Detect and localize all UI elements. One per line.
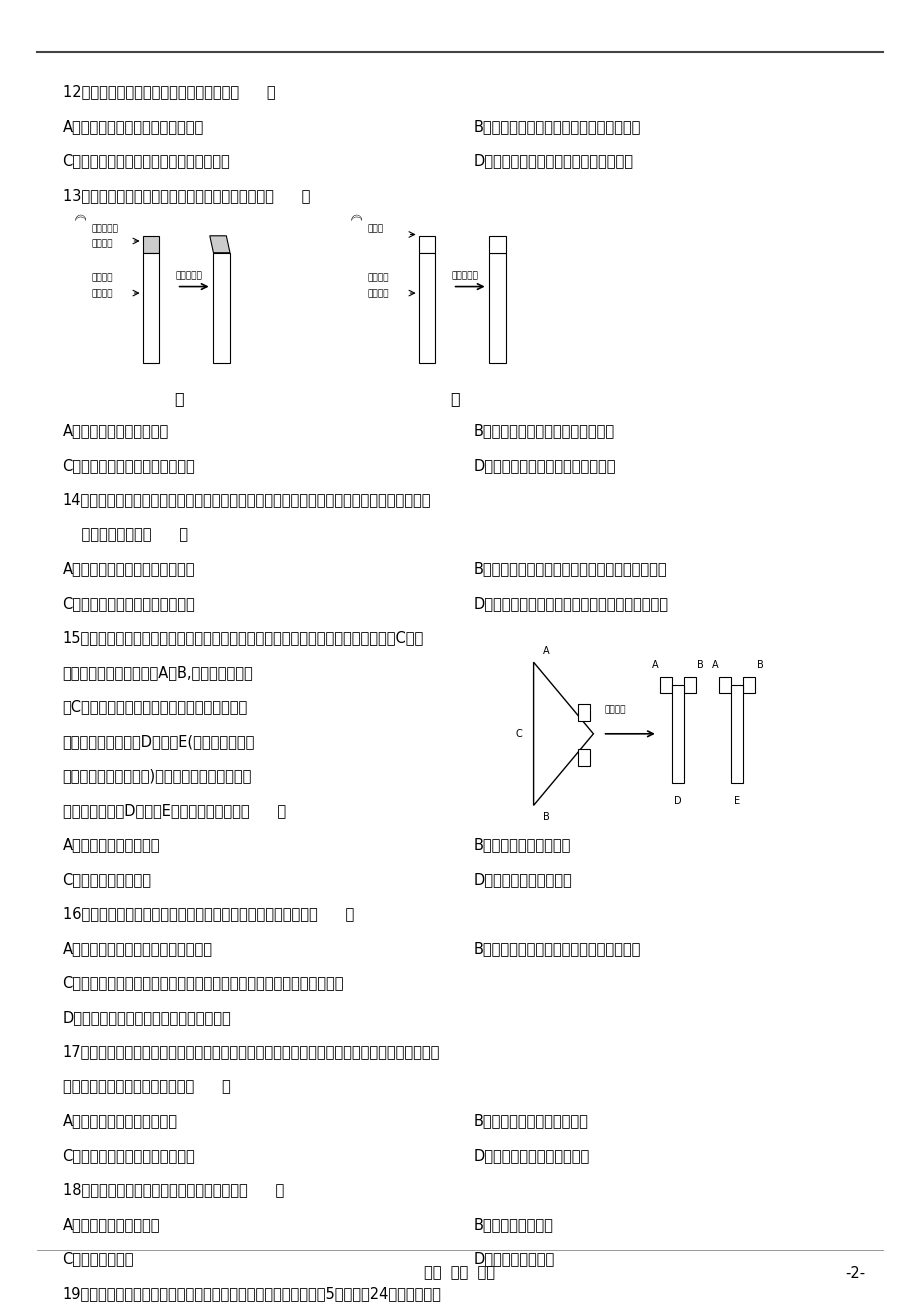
Bar (659, 677, 671, 694)
Text: B．低浓度的生长素类似物可抑制花和果实的发育: B．低浓度的生长素类似物可抑制花和果实的发育 (473, 561, 666, 577)
Text: 小时后，胚芽鞘D、胚根E的生长方向分别为（      ）: 小时后，胚芽鞘D、胚根E的生长方向分别为（ ） (62, 803, 286, 818)
Text: A．根向下生长，茎向上生长: A．根向下生长，茎向上生长 (62, 1113, 177, 1129)
Text: ☽: ☽ (71, 208, 85, 221)
Text: D．向右弯曲，向右弯曲: D．向右弯曲，向右弯曲 (473, 872, 572, 887)
Text: A．生长素能促进植物生长: A．生长素能促进植物生长 (62, 423, 168, 439)
Text: D．成熟细胞比幼娩细胞对生长素更为敏感: D．成熟细胞比幼娩细胞对生长素更为敏感 (62, 1010, 231, 1025)
Text: A．生长素类似物可抑制传粉受精: A．生长素类似物可抑制传粉受精 (62, 561, 195, 577)
Text: A: A (542, 646, 549, 656)
Text: A．向左弯曲，向右弯曲: A．向左弯曲，向右弯曲 (62, 837, 160, 853)
Text: 其原理最可能是（      ）: 其原理最可能是（ ） (62, 527, 187, 542)
Text: C．生长素只能由顶端向下端运输: C．生长素只能由顶端向下端运输 (62, 458, 195, 473)
Text: E: E (733, 796, 740, 806)
Text: 用心  爱心  专心: 用心 爱心 专心 (424, 1266, 495, 1281)
Text: -2-: -2- (845, 1266, 865, 1281)
Text: 端C的切面上。几小时后，将琻脂块取份别放在: 端C的切面上。几小时后，将琻脂块取份别放在 (62, 699, 247, 715)
Bar (142, 253, 159, 363)
Text: B．单侧光照引起生长素分布不均匀: B．单侧光照引起生长素分布不均匀 (473, 423, 614, 439)
Text: 富含生长素: 富含生长素 (92, 224, 119, 233)
Text: C．是否微量高效: C．是否微量高效 (62, 1251, 134, 1267)
Text: ☽: ☽ (346, 208, 361, 221)
Text: A．可利用生长素类似物防止落花落果: A．可利用生长素类似物防止落花落果 (62, 941, 212, 956)
Text: 17．飞行于太空中的宇宙飞船里（微重力条件），在黑暗环境中放置一株水平方向生长的幼苗，: 17．飞行于太空中的宇宙飞船里（微重力条件），在黑暗环境中放置一株水平方向生长的… (62, 1044, 439, 1060)
Text: C．不弯曲，向左弯曲: C．不弯曲，向左弯曲 (62, 872, 152, 887)
Text: D．茎尖的感光部位的感光能力发生改变: D．茎尖的感光部位的感光能力发生改变 (473, 154, 633, 169)
Text: C: C (515, 729, 521, 738)
Bar (683, 677, 695, 694)
Text: B．顶端优势能夠说明生长素作用的两重性: B．顶端优势能夠说明生长素作用的两重性 (473, 941, 641, 956)
Bar (577, 704, 589, 721)
Text: 15．用燕麦幼苗作实验材料，在黑暗环境中进行以下实验：将被切下来的胚芽鞘顶端C水平: 15．用燕麦幼苗作实验材料，在黑暗环境中进行以下实验：将被切下来的胚芽鞘顶端C水… (62, 630, 424, 646)
Text: B．是否具有特异性: B．是否具有特异性 (473, 1217, 553, 1232)
Bar (577, 750, 589, 767)
Text: 一段时间后: 一段时间后 (451, 271, 478, 280)
Bar (743, 677, 754, 694)
Text: A．有无特定的分泌腺体: A．有无特定的分泌腺体 (62, 1217, 160, 1232)
Bar (213, 253, 230, 363)
Bar (418, 236, 435, 253)
Text: 13．根据下图所示的实验，可以直接得出的结论是（      ）: 13．根据下图所示的实验，可以直接得出的结论是（ ） (62, 187, 310, 203)
Polygon shape (210, 236, 230, 253)
Text: 培养若干天后，根茎生长方向是（      ）: 培养若干天后，根茎生长方向是（ ） (62, 1079, 230, 1094)
Text: A: A (711, 660, 718, 671)
Text: B: B (756, 660, 763, 671)
Text: D．感受光刺激的部位是胚芽鞘尖端: D．感受光刺激的部位是胚芽鞘尖端 (473, 458, 616, 473)
Text: 12．植物向光性的形成，是由于单侧光使（      ）: 12．植物向光性的形成，是由于单侧光使（ ） (62, 85, 275, 100)
Bar (418, 253, 435, 363)
Text: B: B (542, 812, 549, 822)
Text: 14．果树开花或结实过多时，会影响果实的产量和品质，喷洒生长素类似物可进行疏花疏果，: 14．果树开花或结实过多时，会影响果实的产量和品质，喷洒生长素类似物可进行疏花疏… (62, 492, 431, 508)
Bar (719, 677, 731, 694)
Text: C．根水平方向生长，茎向上生长: C．根水平方向生长，茎向上生长 (62, 1148, 195, 1163)
Text: 16．下列关于植物生长素作用及其应用的叙述中，不正确的是（      ）: 16．下列关于植物生长素作用及其应用的叙述中，不正确的是（ ） (62, 906, 354, 922)
Text: 甲: 甲 (175, 391, 184, 406)
Text: 的胚芽鞘: 的胚芽鞘 (92, 289, 113, 298)
Text: D: D (673, 796, 681, 806)
Bar (489, 236, 505, 253)
Text: A: A (652, 660, 658, 671)
Text: D．高浓度的生长素类似物可抑制花和果实的发育: D．高浓度的生长素类似物可抑制花和果实的发育 (473, 596, 668, 611)
Text: 19．丝瓜为雌雄同株异花植物，将刚萌发的丝瓜种子浸泡在下列5种溶液中24小时，然后种: 19．丝瓜为雌雄同株异花植物，将刚萌发的丝瓜种子浸泡在下列5种溶液中24小时，… (62, 1286, 441, 1301)
Text: C．生长素在茎尖背光侧比向光侧的含量高: C．生长素在茎尖背光侧比向光侧的含量高 (62, 154, 230, 169)
Text: 的琼脂块: 的琼脂块 (92, 240, 113, 249)
Bar (142, 236, 159, 253)
Bar (489, 253, 505, 363)
Text: B: B (697, 660, 703, 671)
Text: 琼脂块: 琼脂块 (368, 224, 384, 233)
Bar (731, 685, 743, 783)
Text: 18．高等动物激素和植物激素的主要区别在（      ）: 18．高等动物激素和植物激素的主要区别在（ ） (62, 1182, 283, 1198)
Text: 乙: 乙 (450, 391, 460, 406)
Text: C．生长素类似物可抑制果实发育: C．生长素类似物可抑制果实发育 (62, 596, 195, 611)
Text: C．某浓度的生长素对茎是最适宜生长的，对根而言，往往是抑制生长的: C．某浓度的生长素对茎是最适宜生长的，对根而言，往往是抑制生长的 (62, 975, 344, 991)
Text: B．根向上生长，茎向下生长: B．根向上生长，茎向下生长 (473, 1113, 588, 1129)
Text: 一段时间后: 一段时间后 (176, 271, 202, 280)
Text: 切去尖端: 切去尖端 (368, 273, 389, 283)
Text: 切去尖端: 切去尖端 (92, 273, 113, 283)
Text: 的胚芽鞘: 的胚芽鞘 (368, 289, 389, 298)
Text: B．生长素在茎尖向光侧比背光侧的含量高: B．生长素在茎尖向光侧比背光侧的含量高 (473, 118, 641, 134)
Text: 几小时后: 几小时后 (604, 706, 625, 715)
Text: D．根和茎都向水平方向生长: D．根和茎都向水平方向生长 (473, 1148, 589, 1163)
Text: 对生长素的浓度更敏感)。实验装置如右图。经几: 对生长素的浓度更敏感)。实验装置如右图。经几 (62, 768, 252, 784)
Text: A．茎尖合成生长素的能力发生改变: A．茎尖合成生长素的能力发生改变 (62, 118, 204, 134)
Text: B．向右弯曲，向左弯曲: B．向右弯曲，向左弯曲 (473, 837, 571, 853)
Text: 已切去顶芽的胚芽鞘D及胚根E(已知胚根比胚芽: 已切去顶芽的胚芽鞘D及胚根E(已知胚根比胚芽 (62, 734, 255, 749)
Bar (671, 685, 683, 783)
Text: 放置，分别取两个琻脂块A和B,紧贴在胚芽鞘顶: 放置，分别取两个琻脂块A和B,紧贴在胚芽鞘顶 (62, 665, 253, 680)
Text: D．是否有调节作用: D．是否有调节作用 (473, 1251, 554, 1267)
